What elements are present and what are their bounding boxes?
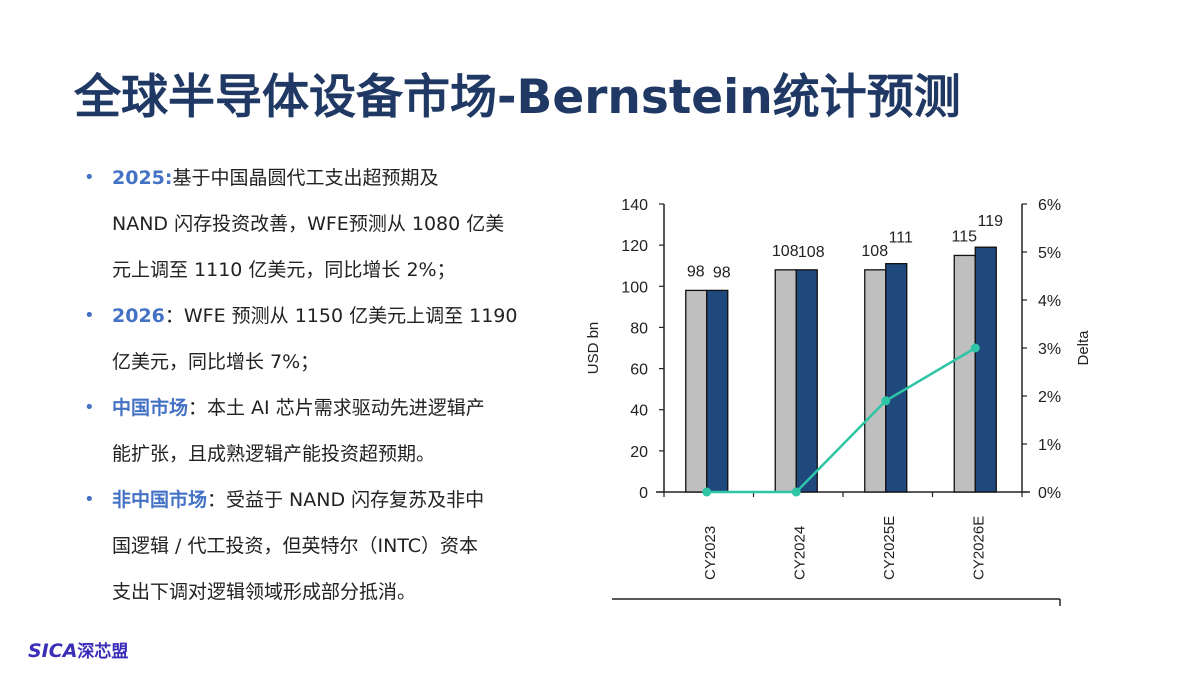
bullet-line: 能扩张，且成熟逻辑产能投资超预期。 [112,443,436,465]
bullet-key: 2026 [112,305,165,327]
bar-value-label: 98 [687,263,705,280]
bar-value-label: 115 [951,228,977,245]
logo-brand: SICA [28,640,78,662]
bullet-dot-icon: • [84,397,95,418]
delta-point [970,343,980,353]
y2-tick-label: 5% [1038,245,1061,262]
y-tick-label: 100 [621,279,648,296]
y-tick-label: 80 [630,320,648,337]
bar-new [885,263,908,493]
bar-new [974,246,997,493]
bullet-text: ：受益于 NAND 闪存复苏及非中 [207,489,485,511]
bullet-list: • 2025:基于中国晶圆代工支出超预期及 NAND 闪存投资改善，WFE预测从… [84,155,564,615]
y2-tick-label: 4% [1038,293,1061,310]
bar-value-label: 98 [713,264,731,281]
logo-cn: 深芯盟 [77,642,129,662]
y-tick-label: 20 [630,444,648,461]
bullet-text: ：WFE 预测从 1150 亿美元上调至 1190 [164,305,518,327]
bar-value-label: 108 [798,244,825,261]
sica-logo: SICA深芯盟 [28,637,128,662]
y-tick-label: 120 [621,238,648,255]
bullet-dot-icon: • [84,489,95,510]
y2-tick-label: 0% [1038,485,1061,502]
bullet-text: 基于中国晶圆代工支出超预期及 [172,167,439,189]
y2-tick-label: 2% [1038,389,1061,406]
bullet-non-china-market: • 非中国市场：受益于 NAND 闪存复苏及非中 国逻辑 / 代工投资，但英特尔… [84,477,564,615]
bullet-2026: • 2026：WFE 预测从 1150 亿美元上调至 1190 亿美元，同比增长… [84,293,564,385]
y-tick-label: 60 [630,362,648,379]
bar-new [795,269,818,493]
delta-point [791,487,801,497]
y-axis-title: USD bn [585,322,602,375]
bar-previous [774,269,797,493]
y2-tick-label: 3% [1038,341,1061,358]
bar-value-label: 108 [772,243,799,260]
y2-tick-label: 1% [1038,437,1061,454]
delta-point [881,396,891,406]
x-category-label: CY2023 [702,526,719,580]
bar-previous [953,254,976,493]
bullet-dot-icon: • [84,167,95,188]
y2-axis-title: Delta [1075,330,1092,366]
y-tick-label: 140 [621,197,648,214]
bar-previous [685,289,708,493]
bullet-dot-icon: • [84,305,95,326]
y2-tick-label: 6% [1038,197,1061,214]
bullet-2025: • 2025:基于中国晶圆代工支出超预期及 NAND 闪存投资改善，WFE预测从… [84,155,564,293]
delta-point [702,487,712,497]
bar-value-label: 108 [861,243,888,260]
bullet-line: 支出下调对逻辑领域形成部分抵消。 [112,581,417,603]
bullet-china-market: • 中国市场：本土 AI 芯片需求驱动先进逻辑产 能扩张，且成熟逻辑产能投资超预… [84,385,564,477]
bullet-line: 国逻辑 / 代工投资，但英特尔（INTC）资本 [112,535,479,557]
x-category-label: CY2026E [970,516,987,580]
x-category-label: CY2025E [881,516,898,580]
x-category-label: CY2024 [791,526,808,580]
bar-new [706,289,729,493]
bullet-line: NAND 闪存投资改善，WFE预测从 1080 亿美 [112,213,505,235]
delta-line [706,346,976,494]
bullet-key: 中国市场 [112,397,189,419]
bullet-line: 元上调至 1110 亿美元，同比增长 2%； [112,259,456,281]
bar-value-label: 119 [977,213,1003,230]
bullet-key: 2025: [112,167,173,189]
bullet-key: 非中国市场 [112,489,208,511]
slide-title: 全球半导体设备市场-Bernstein统计预测 [74,70,961,125]
y-tick-label: 0 [639,485,648,502]
bar-value-label: 111 [889,230,913,247]
bar-previous [864,269,887,493]
bullet-text: ：本土 AI 芯片需求驱动先进逻辑产 [188,397,485,419]
y-tick-label: 40 [630,403,648,420]
bullet-line: 亿美元，同比增长 7%； [112,351,320,373]
